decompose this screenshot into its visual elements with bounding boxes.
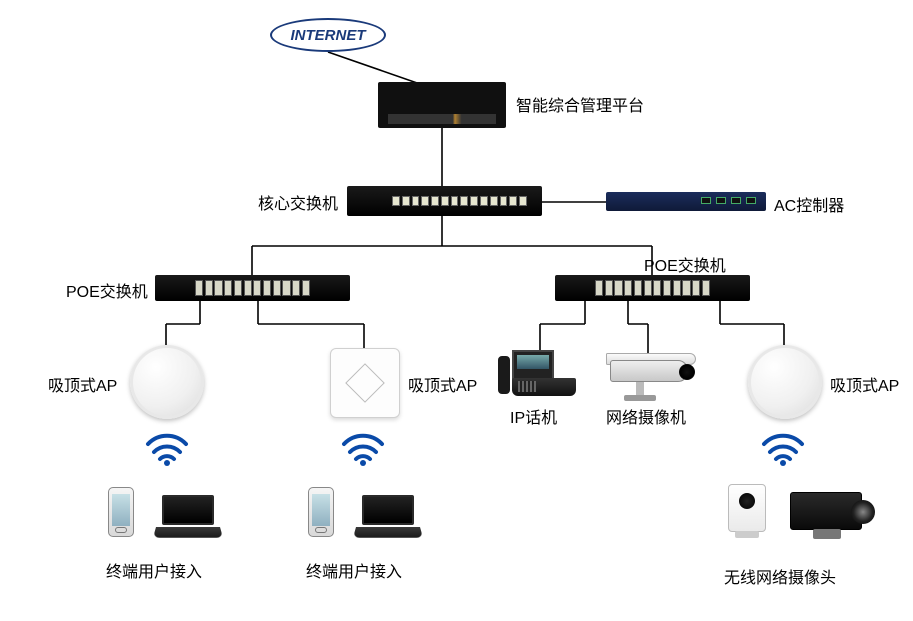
ceiling-ap-3 xyxy=(748,345,822,419)
clients1-label: 终端用户接入 xyxy=(106,558,202,582)
wifi-icon-2 xyxy=(340,430,386,466)
clients2-label: 终端用户接入 xyxy=(306,558,402,582)
wifi-icon-3 xyxy=(760,430,806,466)
internet-label: INTERNET xyxy=(291,27,366,44)
wireless-cameras xyxy=(720,480,890,546)
management-platform xyxy=(378,82,506,128)
ceiling-ap-1 xyxy=(130,345,204,419)
internet-node: INTERNET xyxy=(270,18,386,52)
poe-right-label: POE交换机 xyxy=(644,252,726,276)
poe-switch-right xyxy=(555,275,750,301)
ap2-label: 吸顶式AP xyxy=(408,372,477,396)
client-group-2 xyxy=(300,485,440,545)
ap1-label: 吸顶式AP xyxy=(48,372,117,396)
ceiling-ap-2 xyxy=(330,348,400,418)
network-camera xyxy=(610,360,688,382)
client-group-1 xyxy=(100,485,240,545)
ac-controller xyxy=(606,192,766,211)
poe-left-label: POE交换机 xyxy=(66,278,148,302)
core-switch-label: 核心交换机 xyxy=(258,190,338,214)
platform-label: 智能综合管理平台 xyxy=(516,92,644,116)
ipphone-label: IP话机 xyxy=(510,404,557,428)
ip-phone xyxy=(512,350,576,396)
ap3-label: 吸顶式AP xyxy=(830,372,899,396)
netcam-label: 网络摄像机 xyxy=(606,404,686,428)
wcams-label: 无线网络摄像头 xyxy=(724,564,836,588)
wifi-icon-1 xyxy=(144,430,190,466)
ac-controller-label: AC控制器 xyxy=(774,192,844,216)
core-switch xyxy=(347,186,542,216)
poe-switch-left xyxy=(155,275,350,301)
